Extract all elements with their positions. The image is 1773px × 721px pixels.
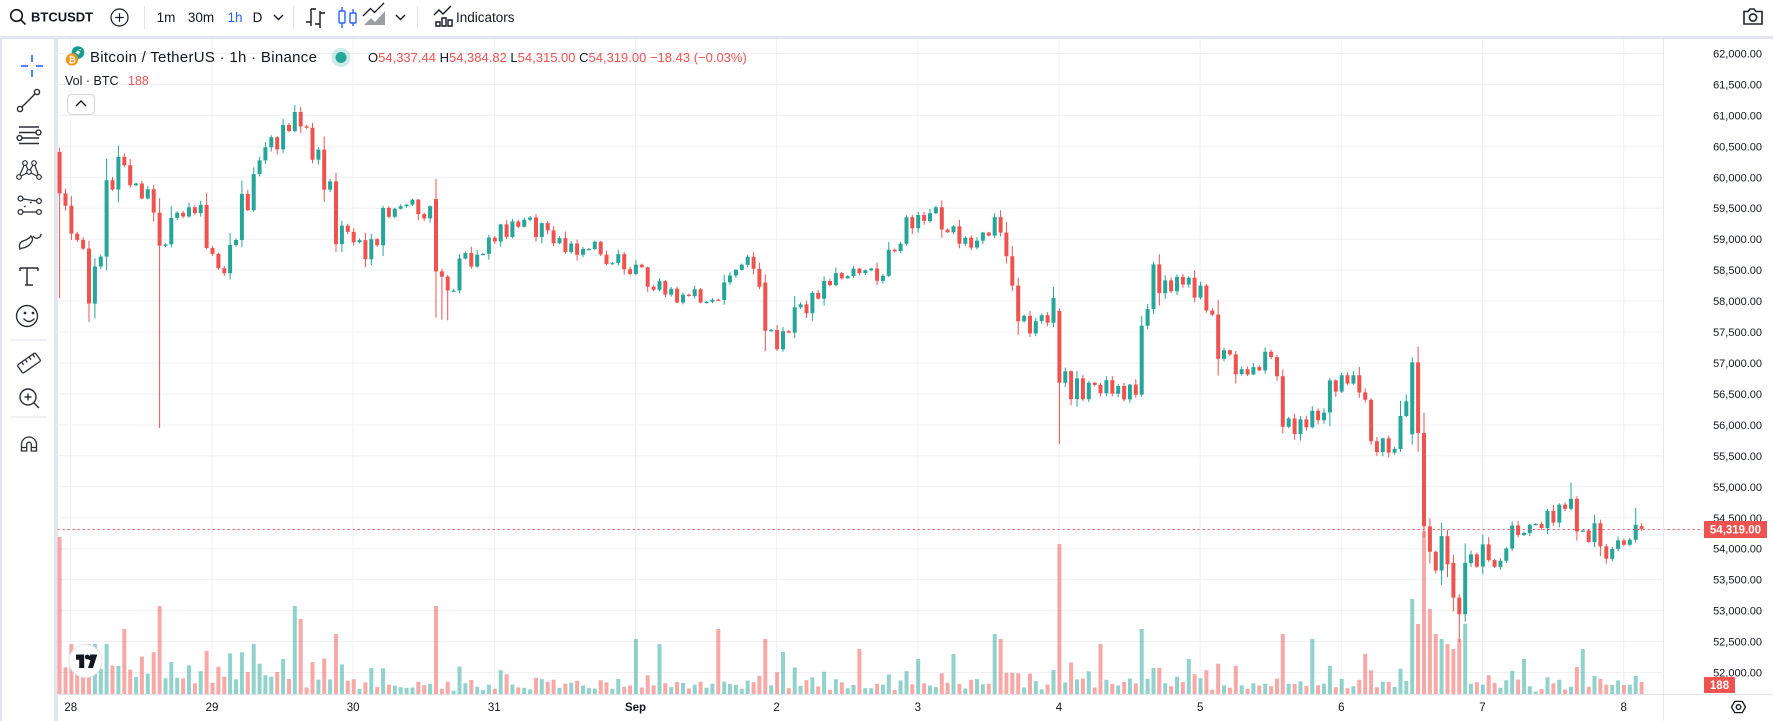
svg-text:53,500.00: 53,500.00 (1713, 575, 1762, 587)
svg-text:2: 2 (773, 702, 779, 714)
svg-text:60,500.00: 60,500.00 (1713, 141, 1762, 153)
svg-text:55,500.00: 55,500.00 (1713, 451, 1762, 463)
svg-text:3: 3 (915, 702, 921, 714)
svg-text:1m: 1m (157, 10, 176, 25)
svg-text:4: 4 (1056, 702, 1063, 714)
svg-text:61,000.00: 61,000.00 (1713, 110, 1762, 122)
svg-text:BTCUSDT: BTCUSDT (31, 10, 93, 25)
svg-text:56,000.00: 56,000.00 (1713, 420, 1762, 432)
svg-text:59,000.00: 59,000.00 (1713, 234, 1762, 246)
svg-text:188: 188 (1710, 680, 1730, 692)
svg-text:5: 5 (1197, 702, 1203, 714)
svg-text:7: 7 (1479, 702, 1485, 714)
svg-text:58,000.00: 58,000.00 (1713, 296, 1762, 308)
svg-text:54,319.00: 54,319.00 (1710, 525, 1761, 537)
svg-text:30: 30 (347, 702, 360, 714)
svg-text:52,000.00: 52,000.00 (1713, 668, 1762, 680)
svg-text:28: 28 (64, 702, 77, 714)
svg-text:Bitcoin / TetherUS · 1h · Bina: Bitcoin / TetherUS · 1h · Binance (90, 49, 317, 66)
svg-text:58,500.00: 58,500.00 (1713, 265, 1762, 277)
svg-text:O54,337.44 H54,384.82 L54,315.: O54,337.44 H54,384.82 L54,315.00 C54,319… (368, 50, 747, 65)
svg-text:Indicators: Indicators (456, 10, 515, 25)
svg-text:8: 8 (1620, 702, 1626, 714)
svg-text:61,500.00: 61,500.00 (1713, 80, 1762, 92)
svg-text:31: 31 (488, 702, 501, 714)
svg-text:56,500.00: 56,500.00 (1713, 389, 1762, 401)
svg-text:62,000.00: 62,000.00 (1713, 49, 1762, 61)
svg-text:₿: ₿ (68, 55, 75, 65)
svg-text:188: 188 (128, 74, 149, 88)
svg-text:54,000.00: 54,000.00 (1713, 544, 1762, 556)
svg-text:52,500.00: 52,500.00 (1713, 637, 1762, 649)
svg-text:60,000.00: 60,000.00 (1713, 172, 1762, 184)
svg-text:D: D (253, 10, 263, 25)
svg-text:6: 6 (1338, 702, 1344, 714)
svg-text:55,000.00: 55,000.00 (1713, 482, 1762, 494)
svg-text:Vol · BTC: Vol · BTC (65, 74, 119, 88)
svg-text:29: 29 (206, 702, 219, 714)
svg-text:59,500.00: 59,500.00 (1713, 203, 1762, 215)
svg-text:53,000.00: 53,000.00 (1713, 606, 1762, 618)
svg-text:1h: 1h (227, 10, 242, 25)
svg-text:57,500.00: 57,500.00 (1713, 327, 1762, 339)
svg-text:30m: 30m (188, 10, 214, 25)
svg-text:Sep: Sep (625, 702, 646, 714)
svg-text:54,500.00: 54,500.00 (1713, 513, 1762, 525)
svg-text:57,000.00: 57,000.00 (1713, 358, 1762, 370)
